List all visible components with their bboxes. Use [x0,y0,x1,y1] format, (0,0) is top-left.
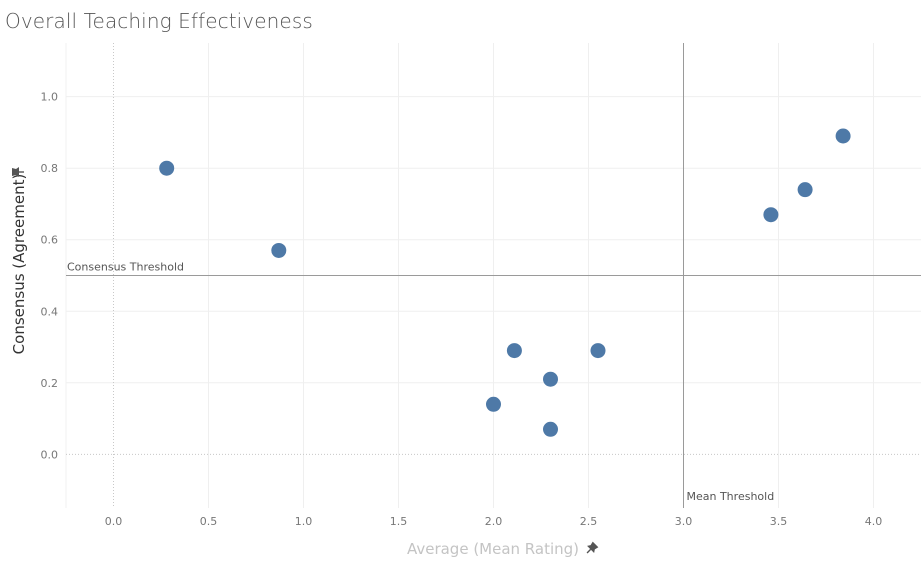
data-point [763,207,779,223]
y-tick-label: 0.2 [41,377,59,390]
data-points [159,128,851,437]
x-axis-title: Average (Mean Rating) [407,540,579,558]
data-point [835,128,851,144]
data-point [271,242,287,258]
x-tick-label: 0.5 [200,515,218,528]
data-point [590,343,606,359]
y-axis-title: Consensus (Agreement) [10,174,28,355]
x-tick-label: 3.5 [770,515,788,528]
x-tick-label: 4.0 [865,515,883,528]
reference-lines: Consensus Threshold Mean Threshold [66,43,921,508]
x-axis-pin-icon[interactable] [584,541,600,557]
page-title: Overall Teaching Effectiveness [5,9,313,33]
data-point [543,371,558,387]
x-tick-label: 1.0 [295,515,313,528]
y-tick-label: 0.6 [41,234,59,247]
x-tick-label: 2.5 [580,515,598,528]
zero-lines [66,43,921,508]
y-tick-label: 0.0 [41,448,59,461]
mean-threshold-label: Mean Threshold [687,490,775,503]
y-tick-label: 0.4 [41,305,59,318]
data-point [506,343,522,359]
y-axis-pin-icon[interactable] [12,167,24,177]
x-tick-label: 1.5 [390,515,408,528]
x-tick-label: 3.0 [675,515,693,528]
consensus-threshold-label: Consensus Threshold [67,261,184,274]
x-tick-label: 2.0 [485,515,503,528]
x-tick-label: 0.0 [105,515,123,528]
y-tick-label: 1.0 [41,91,59,104]
data-point [797,182,813,198]
y-tick-label: 0.8 [41,162,59,175]
axis-ticks: 0.0 0.5 1.0 1.5 2.0 2.5 3.0 3.5 4.0 0.0 0.2 0.4 0.6 0… [41,91,883,528]
data-point [159,160,175,176]
data-point [486,396,501,412]
data-point [543,421,558,437]
